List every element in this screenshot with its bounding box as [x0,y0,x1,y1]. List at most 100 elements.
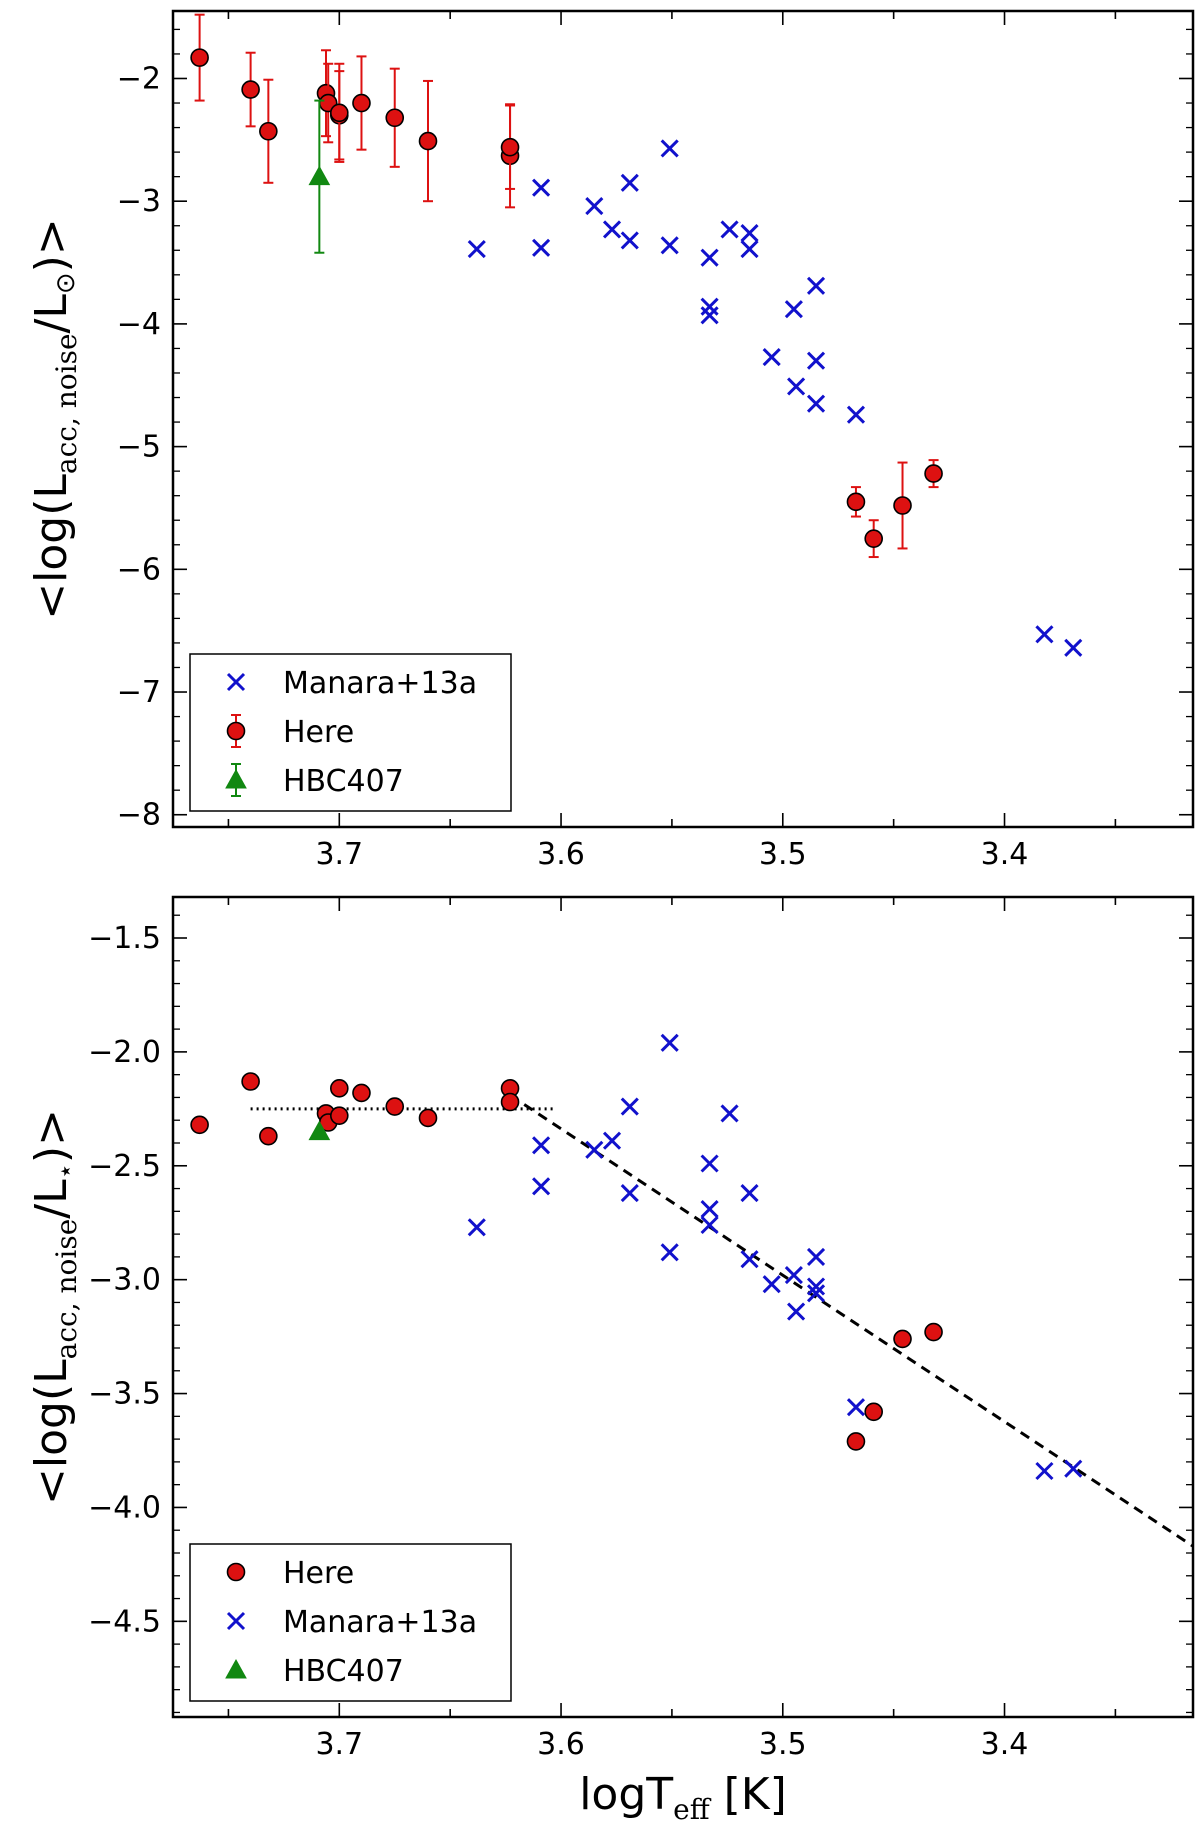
manara-point [740,239,759,259]
y-tick-label: −3 [117,184,161,219]
manara-point [660,139,679,158]
manara-point [784,300,803,319]
manara-point [585,1140,604,1159]
y-tick-label: −2.0 [88,1035,161,1070]
hbc407-point [308,1120,331,1141]
manara-point [585,197,604,216]
dashed-fit-line [509,1093,1193,1548]
x-axis-label: logTeff [K] [579,1769,787,1824]
here-point [924,464,943,483]
x-tick-label: 3.7 [315,837,363,872]
y-tick-label: −5 [117,430,161,465]
y-tick-label: −7 [117,675,161,710]
manara-point [532,1136,551,1155]
y-tick-label: −6 [117,552,161,587]
legend-label-hbc407: HBC407 [283,1654,404,1689]
here-point [352,93,371,113]
manara-point [806,276,826,295]
here-point [418,131,438,151]
here-point [330,1079,349,1098]
hbc407-point [308,165,331,186]
legend-marker-here [226,721,246,741]
here-point [385,108,405,128]
y-tick-label: −1.5 [88,921,161,956]
x-tick-label: 3.4 [981,837,1029,872]
y-tick-label: −2 [117,61,161,96]
x-tick-label: 3.6 [537,837,585,872]
here-point [893,496,912,515]
manara-point [720,220,739,239]
x-tick-label: 3.6 [537,1727,585,1762]
manara-point [700,1154,719,1173]
manara-point [787,377,806,396]
manara-point [740,1184,759,1203]
manara-point [467,239,486,259]
manara-point [602,220,622,239]
here-point [330,1106,349,1125]
y-tick-label: −4 [117,307,161,342]
y-tick-label: −8 [117,798,161,833]
y-tick-label: −4.5 [88,1604,161,1639]
legend-label-hbc407: HBC407 [283,764,404,799]
here-point [846,1432,866,1451]
plot-area [190,13,1083,657]
manara-point [806,1284,826,1303]
manara-point [846,405,866,424]
manara-point [784,1266,803,1285]
y-axis-label: <log(Lacc, noise/L⋆)> [26,1109,83,1505]
manara-point [620,1097,639,1116]
here-point [864,1402,883,1422]
y-tick-label: −3.0 [88,1263,161,1298]
x-tick-label: 3.4 [981,1727,1029,1762]
legend: Manara+13a Here HBC407 [189,653,512,812]
manara-point [700,1199,719,1219]
y-tick-label: −4.0 [88,1490,161,1525]
manara-point [467,1218,486,1237]
y-tick-label: −2.5 [88,1149,161,1184]
axes-frame [171,9,1195,829]
manara-point [532,1177,551,1196]
legend-label-here: Here [283,715,354,750]
here-point [418,1108,438,1128]
x-tick-label: 3.5 [759,1727,807,1762]
manara-point [620,231,639,250]
manara-point [660,236,679,255]
legend-label-manara: Manara+13a [283,666,477,701]
manara-point [806,1247,826,1266]
legend-label-manara: Manara+13a [283,1605,477,1640]
manara-point [806,1277,826,1296]
here-point [259,1126,278,1146]
x-tick-label: 3.5 [759,837,807,872]
manara-point [602,1131,622,1150]
here-point [893,1329,912,1349]
here-point [500,1092,520,1112]
here-point [190,1115,209,1135]
here-point [241,80,260,99]
manara-point [532,178,551,197]
legend-marker-manara [226,672,246,692]
plot-area [190,1033,1193,1548]
y-tick-label: −3.5 [88,1377,161,1412]
here-point [846,492,866,512]
legend-marker-manara [226,1611,246,1631]
here-point [924,1322,943,1342]
legend-marker-hbc407 [225,1658,247,1679]
manara-point [846,1398,866,1417]
manara-point [806,351,826,370]
x-tick-label: 3.7 [315,1727,363,1762]
manara-point [1035,625,1054,644]
legend-marker-here [226,1562,246,1582]
manara-point [660,1243,679,1262]
manara-point [700,248,719,267]
legend-marker-hbc407 [225,768,247,789]
manara-point [740,224,759,243]
manara-point [660,1033,679,1052]
y-axis-label: <log(Lacc, noise/L⊙)> [26,218,83,619]
manara-point [1035,1461,1054,1481]
legend-label-here: Here [283,1556,354,1591]
here-point [241,1072,260,1091]
here-point [330,103,349,123]
manara-point [762,347,781,367]
manara-point [700,306,719,325]
